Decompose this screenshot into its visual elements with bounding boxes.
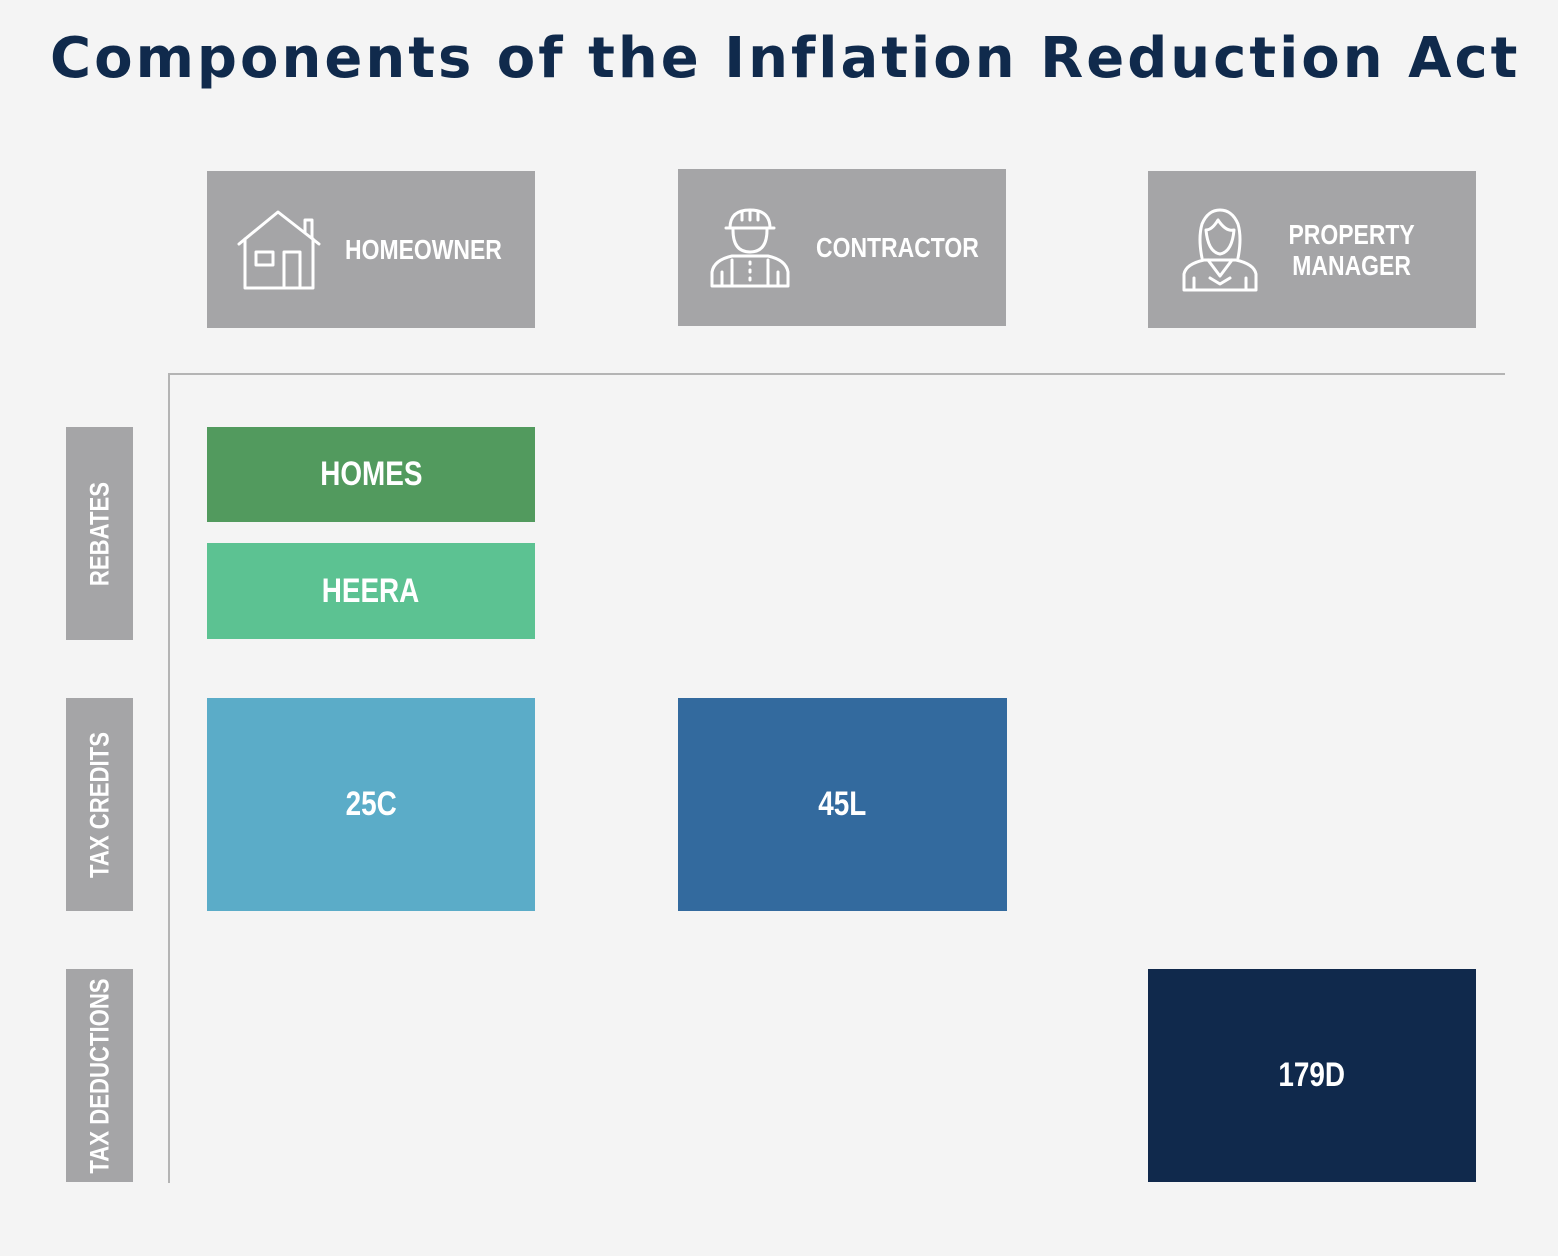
businesswoman-icon [1178, 208, 1262, 292]
column-header-contractor: CONTRACTOR [678, 169, 1006, 326]
column-header-property-manager: PROPERTY MANAGER [1148, 171, 1476, 328]
construction-worker-icon [708, 206, 792, 290]
program-homes-label: HOMES [319, 455, 423, 493]
vertical-axis-line [168, 373, 170, 1183]
column-header-homeowner: HOMEOWNER [207, 171, 535, 328]
program-heera-label: HEERA [322, 571, 420, 610]
horizontal-axis-line [168, 373, 1505, 375]
page-title: Components of the Inflation Reduction Ac… [50, 26, 1521, 91]
house-icon [237, 208, 321, 292]
program-179d-label: 179D [1278, 1056, 1346, 1094]
row-label-rebates-text: REBATES [84, 481, 114, 586]
row-label-rebates: REBATES [66, 427, 133, 640]
column-label-homeowner: HOMEOWNER [345, 234, 502, 265]
program-heera: HEERA [207, 543, 535, 639]
row-label-tax-deductions-text: TAX DEDUCTIONS [84, 977, 114, 1174]
program-25c: 25C [207, 698, 535, 911]
program-45l-label: 45L [818, 785, 867, 823]
column-label-property-manager: PROPERTY MANAGER [1288, 218, 1415, 281]
program-homes: HOMES [207, 427, 535, 522]
row-label-tax-credits-text: TAX CREDITS [84, 731, 114, 878]
row-label-tax-credits: TAX CREDITS [66, 698, 133, 911]
program-25c-label: 25C [345, 785, 397, 823]
program-45l: 45L [678, 698, 1007, 911]
row-label-tax-deductions: TAX DEDUCTIONS [66, 969, 133, 1182]
column-label-contractor: CONTRACTOR [816, 232, 979, 263]
program-179d: 179D [1148, 969, 1476, 1182]
